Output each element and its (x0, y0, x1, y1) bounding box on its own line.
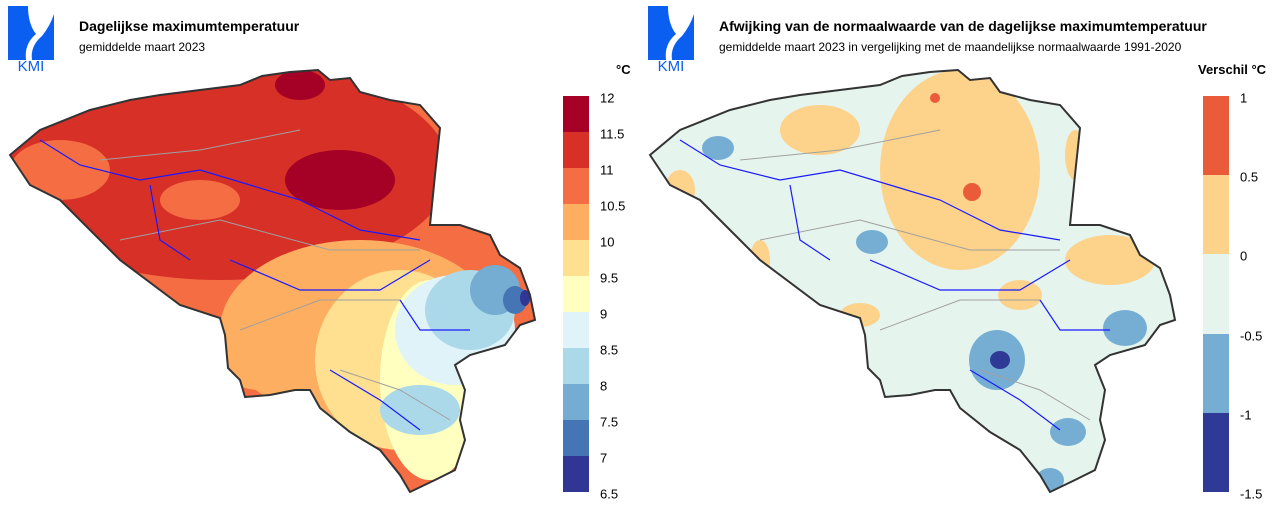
left-subtitle: gemiddelde maart 2023 (79, 40, 206, 54)
legend-swatch (563, 276, 589, 312)
legend-swatch (1203, 254, 1229, 334)
legend-swatch (563, 312, 589, 348)
right-title: Afwijking van de normaalwaarde van de da… (719, 18, 1207, 34)
legend-label: 6.5 (600, 486, 619, 502)
legend-swatch (1203, 412, 1229, 493)
legend-label: 12 (600, 90, 615, 106)
legend-swatch (563, 384, 589, 420)
legend-label: 10.5 (600, 198, 626, 214)
legend-swatch (563, 204, 589, 240)
legend-label: 9.5 (600, 270, 619, 286)
legend-label: 10 (600, 234, 615, 250)
legend-label: 11.5 (600, 126, 625, 142)
legend-label: 1 (1240, 90, 1248, 106)
anomaly-legend (1203, 96, 1229, 493)
legend-label: 7.5 (600, 414, 619, 430)
legend-label: -0.5 (1240, 328, 1263, 344)
anomaly-map (650, 70, 1175, 492)
legend-swatch (1203, 333, 1229, 413)
svg-text:KMI: KMI (18, 58, 45, 72)
legend-label: 9 (600, 306, 608, 322)
legend-swatch (563, 240, 589, 276)
temperature-map (10, 70, 535, 492)
legend-swatch (563, 348, 589, 384)
right-subtitle: gemiddelde maart 2023 in vergelijking me… (719, 40, 1182, 54)
legend-label: 8 (600, 378, 608, 394)
legend-label: 7 (600, 450, 608, 466)
svg-text:KMI: KMI (658, 58, 685, 72)
legend-swatch (563, 456, 589, 492)
temperature-legend (563, 96, 589, 492)
legend-swatch (1203, 96, 1229, 176)
legend-swatch (563, 96, 589, 132)
legend-swatch (563, 132, 589, 168)
legend-swatch (563, 168, 589, 204)
kmi-logo-left: KMI (8, 6, 54, 72)
left-unit: °C (616, 62, 631, 77)
legend-label: -1.5 (1240, 486, 1263, 502)
kmi-logo-right: KMI (648, 6, 694, 72)
left-title: Dagelijkse maximumtemperatuur (79, 18, 300, 34)
legend-label: 0.5 (1240, 169, 1259, 185)
legend-swatch (1203, 175, 1229, 255)
right-unit: Verschil °C (1198, 62, 1267, 77)
legend-label: 0 (1240, 248, 1248, 264)
legend-label: -1 (1240, 407, 1252, 423)
legend-label: 11 (600, 162, 614, 178)
legend-swatch (563, 420, 589, 456)
legend-label: 8.5 (600, 342, 619, 358)
